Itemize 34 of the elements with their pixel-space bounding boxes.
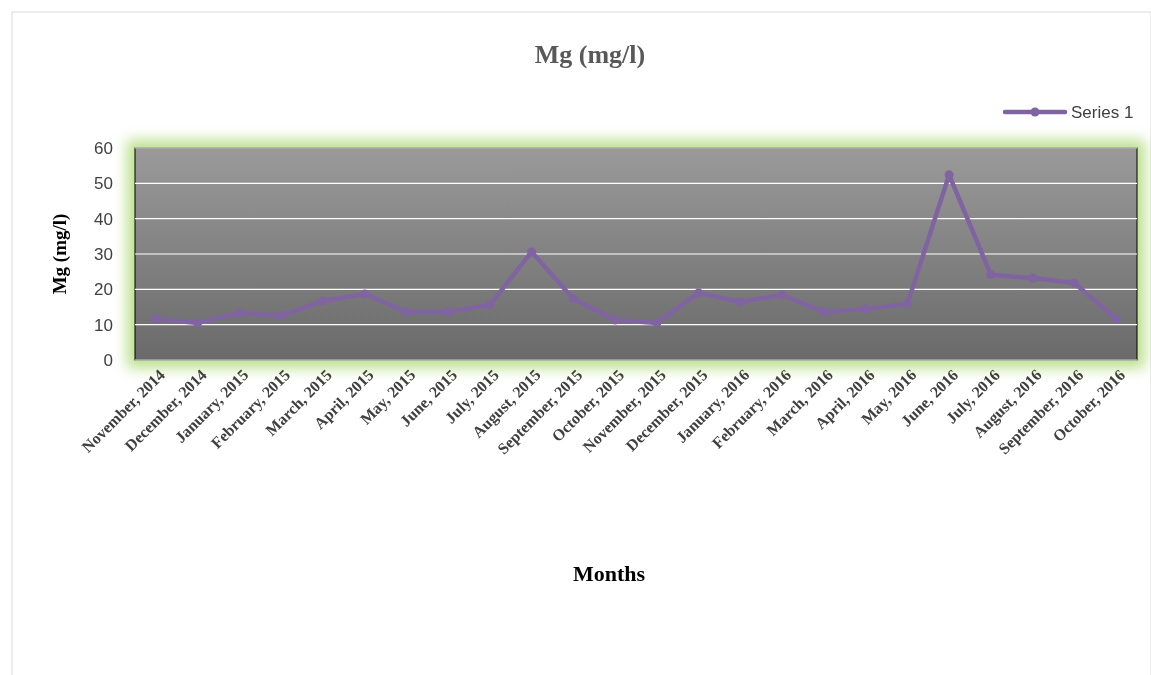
point (527, 247, 537, 257)
point (443, 307, 453, 317)
legend-label: Series 1 (1071, 102, 1134, 122)
y-tick-label: 0 (103, 350, 113, 370)
point (1111, 314, 1121, 324)
point (485, 300, 495, 310)
y-tick-label: 30 (94, 244, 113, 264)
point (401, 307, 411, 317)
point (861, 304, 871, 314)
point (735, 297, 745, 307)
point (1028, 273, 1038, 283)
point (276, 311, 286, 321)
point (234, 308, 244, 318)
point (652, 318, 662, 328)
point (151, 314, 161, 324)
point (694, 288, 704, 298)
point (360, 289, 370, 299)
chart-title: Mg (mg/l) (534, 40, 646, 69)
y-tick-label: 60 (94, 138, 113, 158)
point (193, 318, 203, 328)
x-axis-title: Months (572, 561, 646, 586)
y-tick-label: 20 (94, 280, 113, 300)
point (1069, 278, 1079, 288)
point (777, 290, 787, 300)
y-tick-label: 40 (94, 209, 113, 229)
y-tick-label: 50 (94, 174, 113, 194)
point (318, 296, 328, 306)
point (819, 307, 829, 317)
y-tick-label: 10 (94, 315, 113, 335)
point (986, 270, 996, 280)
point (568, 294, 578, 304)
point (902, 299, 912, 309)
point (610, 315, 620, 325)
y-axis-title: Mg (mg/l) (49, 213, 71, 295)
